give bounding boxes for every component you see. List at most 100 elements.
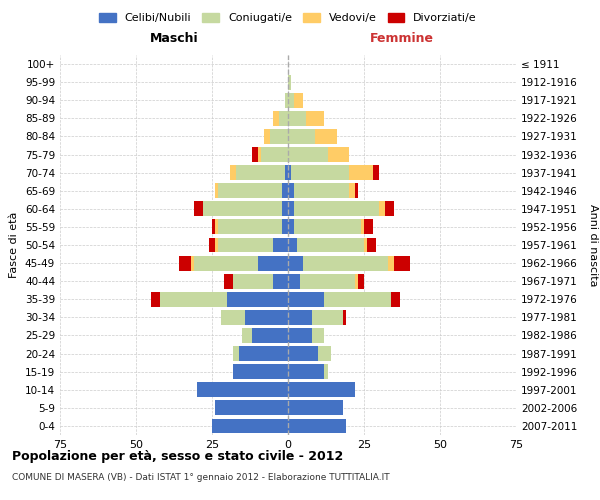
Bar [273,111,279,126]
Bar [263,129,270,144]
Bar [288,310,313,325]
Text: Femmine: Femmine [370,32,434,45]
Bar [361,220,364,234]
Bar [355,184,358,198]
Bar [218,238,273,252]
Bar [191,256,194,270]
Bar [279,111,288,126]
Bar [236,165,285,180]
Bar [151,292,160,306]
Bar [349,184,355,198]
Bar [288,364,325,379]
Bar [227,292,288,306]
Bar [288,238,297,252]
Bar [273,274,288,288]
Y-axis label: Fasce di età: Fasce di età [10,212,19,278]
Bar [197,382,288,397]
Bar [300,274,355,288]
Bar [215,220,218,234]
Bar [325,292,391,306]
Bar [288,256,303,270]
Bar [273,238,288,252]
Bar [313,310,343,325]
Bar [391,292,400,306]
Text: Maschi: Maschi [149,32,199,45]
Bar [288,274,300,288]
Bar [221,310,245,325]
Bar [303,256,388,270]
Bar [294,202,379,216]
Bar [364,238,367,252]
Bar [257,147,260,162]
Bar [306,111,325,126]
Bar [288,129,316,144]
Bar [355,274,358,288]
Bar [328,147,349,162]
Bar [233,274,273,288]
Bar [388,256,394,270]
Bar [288,111,306,126]
Bar [270,129,288,144]
Bar [379,202,385,216]
Bar [233,364,288,379]
Bar [194,202,203,216]
Legend: Celibi/Nubili, Coniugati/e, Vedovi/e, Divorziati/e: Celibi/Nubili, Coniugati/e, Vedovi/e, Di… [95,8,481,28]
Bar [260,147,288,162]
Bar [215,400,288,415]
Bar [212,418,288,434]
Bar [288,292,325,306]
Bar [288,418,346,434]
Bar [297,238,364,252]
Bar [282,184,288,198]
Text: Popolazione per età, sesso e stato civile - 2012: Popolazione per età, sesso e stato civil… [12,450,343,463]
Bar [288,165,291,180]
Bar [291,165,349,180]
Bar [203,202,282,216]
Bar [313,328,325,343]
Bar [239,346,288,361]
Bar [288,346,319,361]
Bar [215,238,218,252]
Bar [218,184,282,198]
Bar [179,256,191,270]
Bar [288,184,294,198]
Text: COMUNE DI MASERA (VB) - Dati ISTAT 1° gennaio 2012 - Elaborazione TUTTITALIA.IT: COMUNE DI MASERA (VB) - Dati ISTAT 1° ge… [12,472,389,482]
Bar [288,93,294,108]
Bar [285,93,288,108]
Bar [288,400,343,415]
Bar [218,220,282,234]
Bar [215,184,218,198]
Bar [288,328,313,343]
Bar [358,274,364,288]
Bar [294,93,303,108]
Bar [349,165,373,180]
Bar [209,238,215,252]
Bar [288,74,291,90]
Bar [288,382,355,397]
Bar [294,184,349,198]
Bar [319,346,331,361]
Bar [343,310,346,325]
Bar [325,364,328,379]
Bar [316,129,337,144]
Bar [257,256,288,270]
Bar [251,328,288,343]
Bar [212,220,215,234]
Bar [364,220,373,234]
Bar [233,346,239,361]
Bar [245,310,288,325]
Bar [394,256,410,270]
Bar [385,202,394,216]
Bar [294,220,361,234]
Bar [251,147,257,162]
Bar [160,292,227,306]
Bar [282,220,288,234]
Bar [285,165,288,180]
Bar [242,328,251,343]
Bar [288,202,294,216]
Bar [230,165,236,180]
Bar [367,238,376,252]
Bar [288,147,328,162]
Y-axis label: Anni di nascita: Anni di nascita [589,204,598,286]
Bar [194,256,257,270]
